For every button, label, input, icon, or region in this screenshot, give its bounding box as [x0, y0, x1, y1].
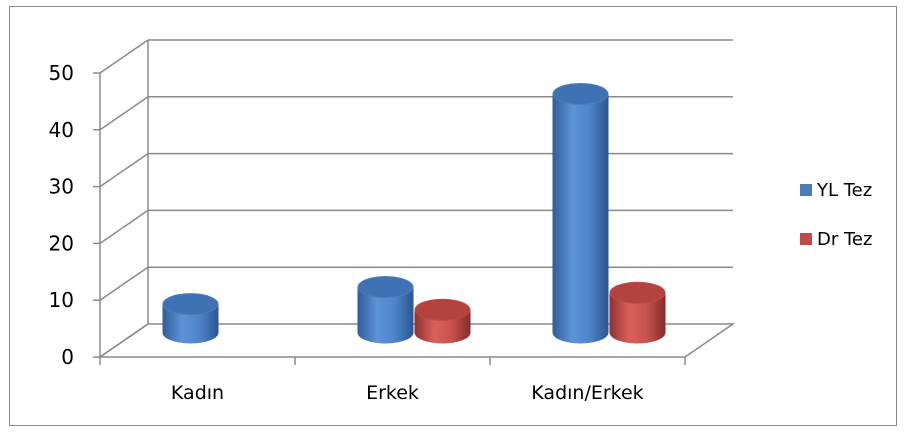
- bar-body: [609, 292, 666, 344]
- bar-top-shade: [358, 277, 413, 298]
- gridline-depth: [99, 152, 149, 188]
- bar-dr-tez: [609, 281, 666, 344]
- gridline-depth: [99, 266, 149, 301]
- x-tick-label: Kadın: [171, 382, 224, 404]
- bar-body: [552, 93, 609, 344]
- y-tick-label: 50: [49, 61, 74, 85]
- bar-top-shade: [553, 83, 608, 104]
- bars-layer: [162, 82, 666, 344]
- legend-label: YL Tez: [816, 180, 872, 201]
- bar-dr-tez: [414, 298, 471, 344]
- bar-top-shade: [163, 294, 218, 315]
- y-tick-label: 10: [49, 288, 74, 312]
- gridline-depth: [99, 209, 149, 245]
- bar-yl-tez: [552, 82, 609, 344]
- bar-yl-tez: [162, 293, 219, 344]
- y-tick-label: 20: [49, 231, 74, 255]
- legend-swatch: [800, 184, 812, 196]
- chart-frame: [9, 6, 897, 426]
- y-tick-label: 30: [49, 175, 74, 199]
- x-tick-label: Kadın/Erkek: [531, 382, 643, 404]
- labels-layer: 0 10 20 30 40 50 Kadın Erkek Kadın/Erkek: [49, 61, 644, 404]
- axes-layer: [93, 39, 736, 365]
- bar-top-shade: [415, 299, 470, 320]
- x-tick-label: Erkek: [366, 382, 419, 404]
- bar-top-shade: [610, 282, 665, 303]
- bar-body: [357, 287, 414, 344]
- bar-yl-tez: [357, 276, 414, 344]
- y-tick-label: 0: [61, 345, 74, 369]
- legend: YL Tez Dr Tez: [800, 180, 872, 250]
- gridline-depth: [99, 96, 149, 131]
- legend-swatch: [800, 233, 812, 245]
- bar-body: [162, 304, 219, 344]
- gridline-depth: [99, 39, 149, 74]
- y-tick-label: 40: [49, 118, 74, 142]
- legend-label: Dr Tez: [817, 229, 872, 250]
